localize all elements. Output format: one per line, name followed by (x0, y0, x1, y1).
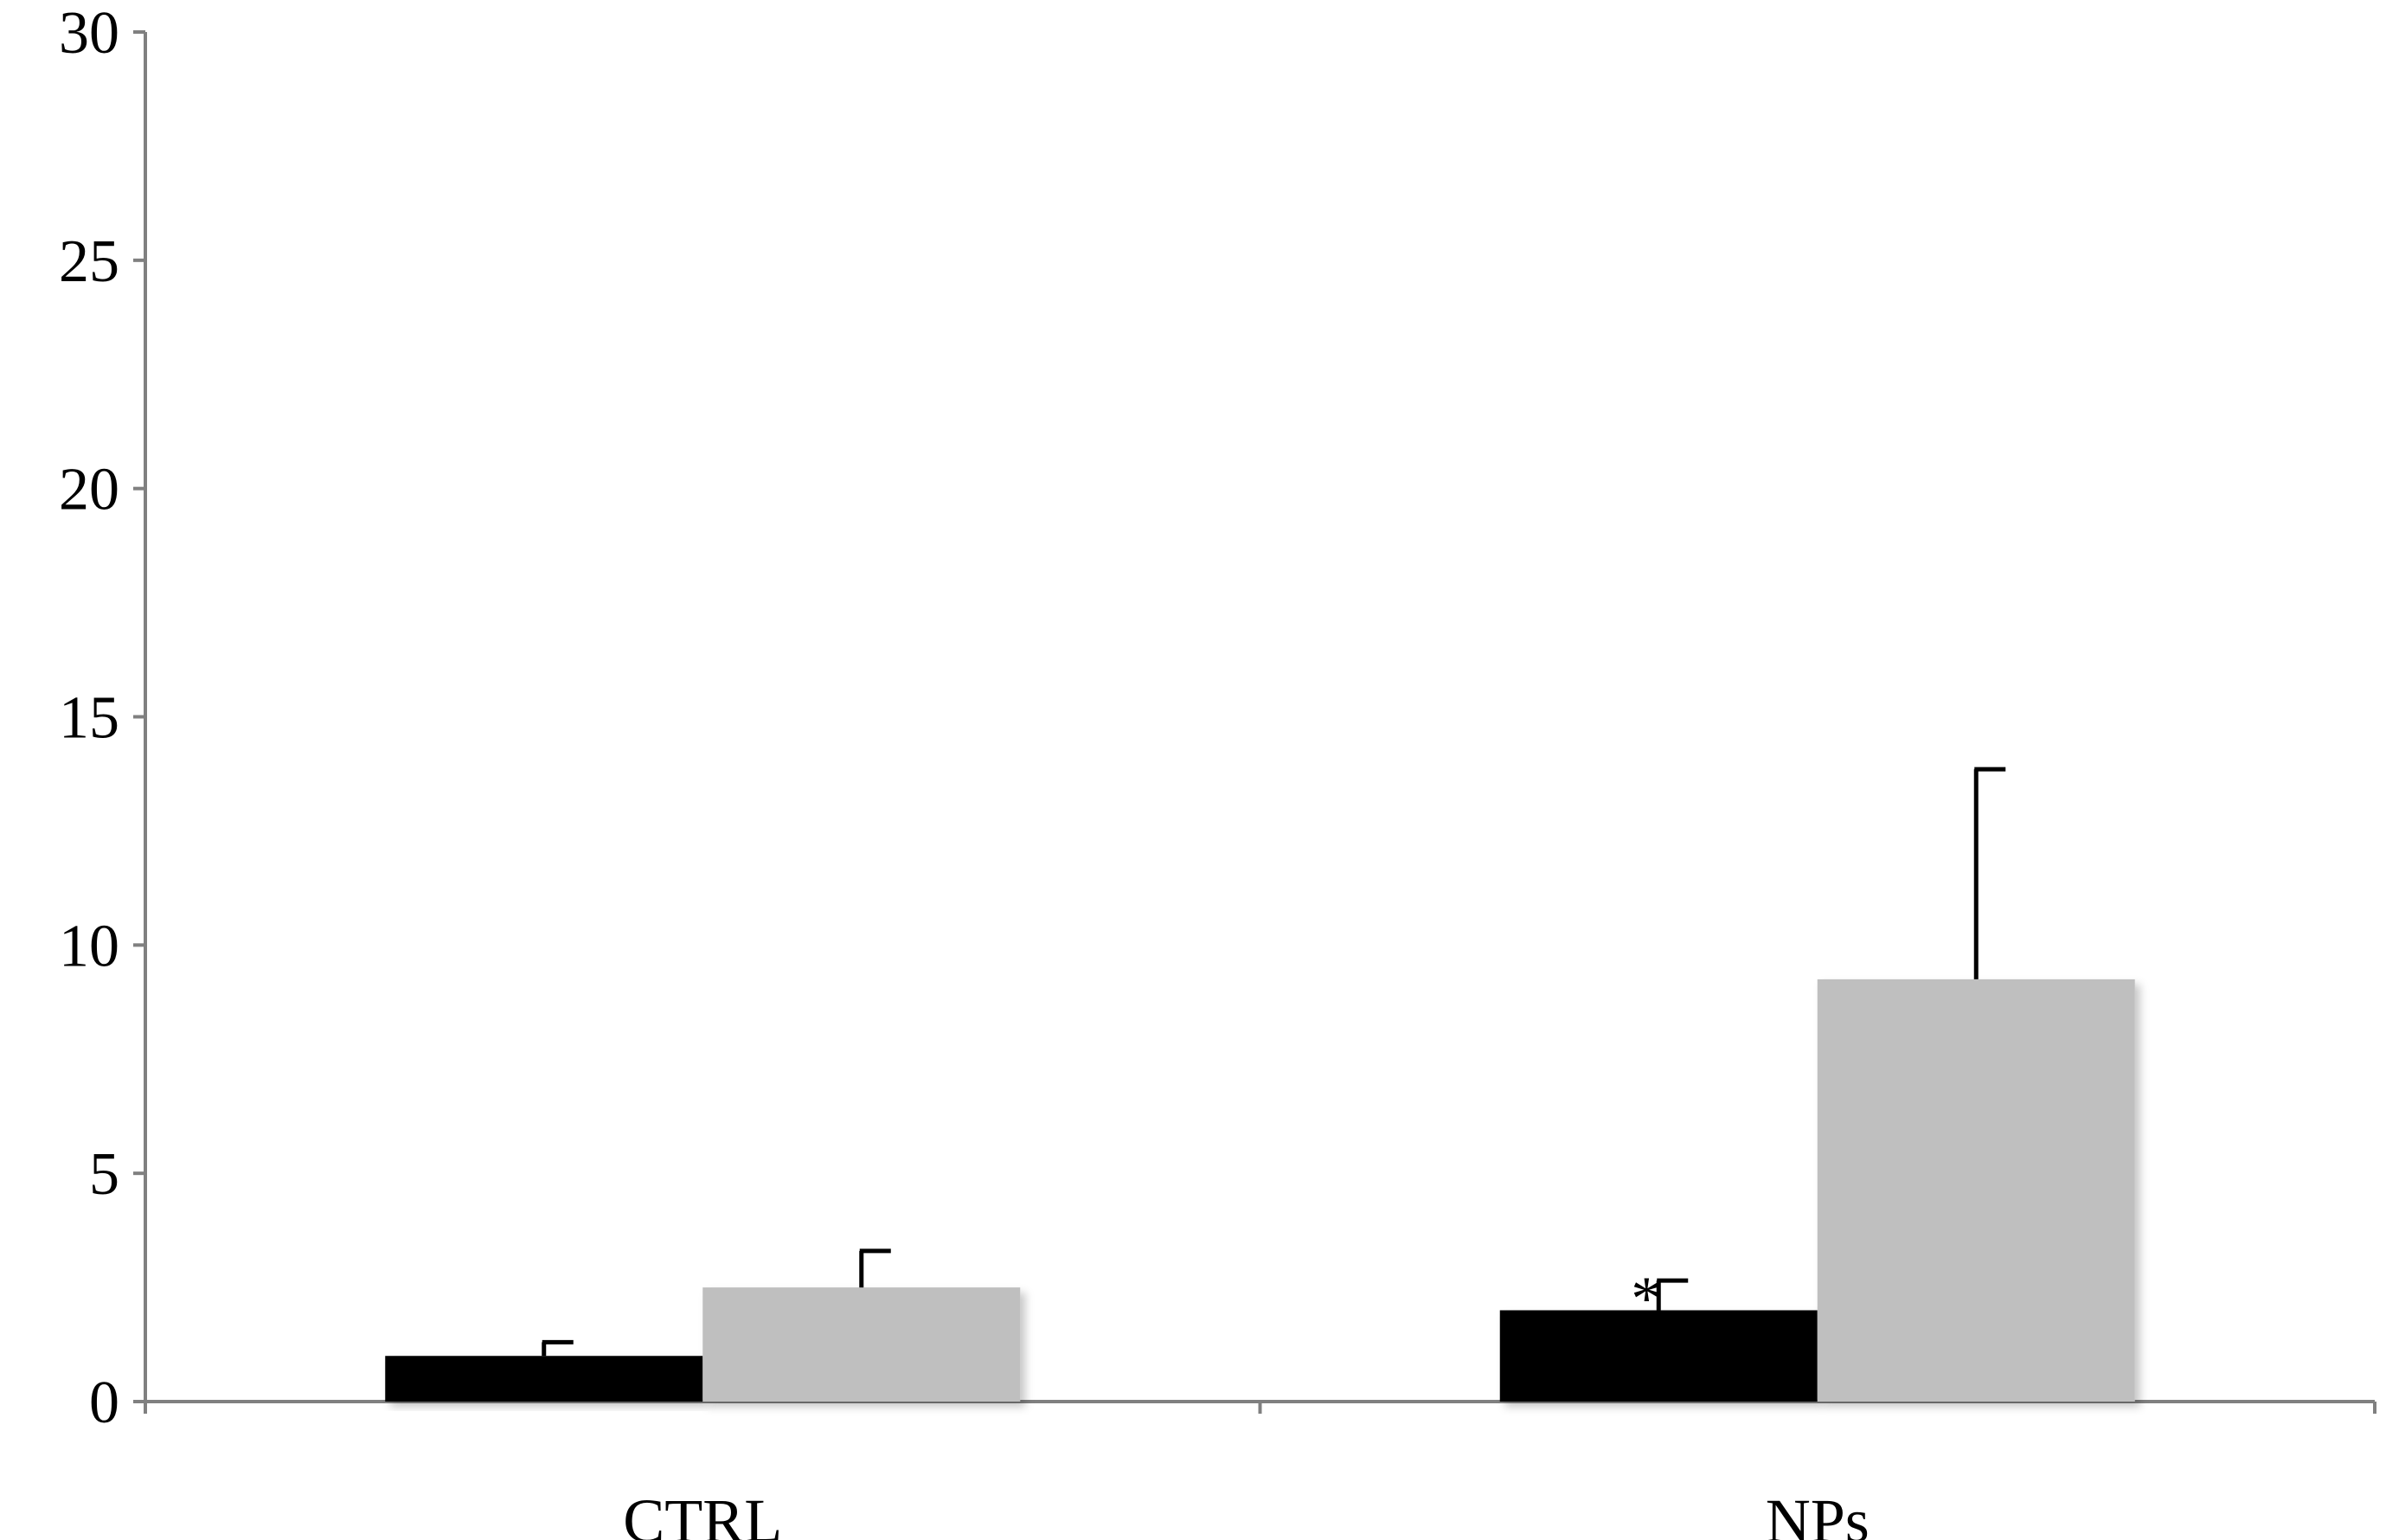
y-tick-label: 25 (59, 228, 119, 295)
error-bars (542, 767, 2006, 1357)
x-category-label: NPs (1766, 1486, 1870, 1540)
labels: 0 5 10 15 20 25 30 CTRL NPs * (59, 0, 1870, 1540)
y-tick-label: 0 (89, 1370, 119, 1436)
bar-ctrl-series-2 (702, 1287, 1021, 1402)
x-category-label: CTRL (623, 1486, 782, 1540)
y-tick-label: 20 (59, 457, 119, 523)
y-tick-label: 30 (59, 0, 119, 67)
bars (385, 979, 2135, 1402)
significance-marker: * (1631, 1264, 1662, 1333)
bar-nps-series-1 (1499, 1310, 1818, 1402)
bar-nps-series-2 (1817, 979, 2135, 1402)
bar-ctrl-series-1 (385, 1356, 703, 1402)
y-tick-label: 15 (59, 685, 119, 752)
y-tick-label: 10 (59, 913, 119, 979)
y-tick-label: 5 (89, 1141, 119, 1208)
